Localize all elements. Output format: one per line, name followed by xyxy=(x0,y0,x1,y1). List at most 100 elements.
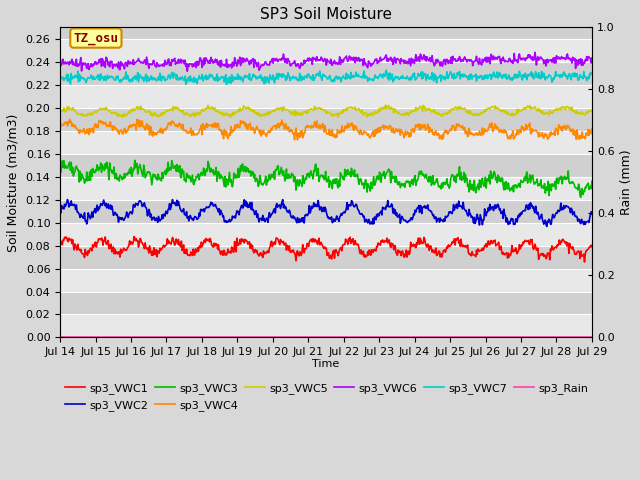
sp3_VWC4 xyxy=(588,126,596,132)
sp3_VWC7 xyxy=(66,76,74,82)
Bar xyxy=(60,291,592,314)
sp3_VWC1 xyxy=(66,237,74,243)
sp3_VWC2 xyxy=(407,215,415,221)
Bar xyxy=(60,39,592,62)
sp3_VWC4 xyxy=(392,126,400,132)
sp3_VWC5 xyxy=(56,110,64,116)
sp3_VWC5 xyxy=(392,108,400,114)
sp3_VWC3 xyxy=(175,169,183,175)
sp3_Rain xyxy=(175,335,182,340)
sp3_VWC1 xyxy=(175,242,183,248)
sp3_Rain xyxy=(56,335,64,340)
sp3_VWC7 xyxy=(223,82,230,87)
sp3_VWC3 xyxy=(577,194,584,200)
sp3_Rain xyxy=(390,335,398,340)
Bar xyxy=(60,108,592,131)
Line: sp3_VWC4: sp3_VWC4 xyxy=(60,120,592,140)
Line: sp3_VWC1: sp3_VWC1 xyxy=(60,237,592,262)
sp3_VWC6 xyxy=(56,64,64,70)
sp3_VWC4 xyxy=(175,120,183,126)
sp3_VWC4 xyxy=(408,127,415,132)
sp3_VWC7 xyxy=(392,74,400,80)
sp3_VWC6 xyxy=(407,63,415,69)
sp3_VWC5 xyxy=(175,106,182,111)
Y-axis label: Soil Moisture (m3/m3): Soil Moisture (m3/m3) xyxy=(7,113,20,252)
sp3_VWC6 xyxy=(391,56,399,62)
sp3_VWC3 xyxy=(120,171,128,177)
sp3_VWC7 xyxy=(203,77,211,83)
Bar xyxy=(60,62,592,84)
sp3_VWC4 xyxy=(67,120,74,125)
sp3_VWC2 xyxy=(175,202,183,207)
sp3_VWC6 xyxy=(66,59,74,64)
sp3_VWC4 xyxy=(122,127,129,133)
sp3_VWC1 xyxy=(580,259,588,265)
Line: sp3_VWC2: sp3_VWC2 xyxy=(60,200,592,227)
sp3_VWC1 xyxy=(204,237,211,243)
sp3_VWC2 xyxy=(63,197,71,203)
sp3_VWC3 xyxy=(204,168,211,174)
sp3_VWC2 xyxy=(67,203,74,208)
Bar xyxy=(60,84,592,108)
Bar xyxy=(60,0,592,16)
sp3_VWC6 xyxy=(204,58,211,64)
sp3_VWC1 xyxy=(407,240,415,245)
sp3_VWC1 xyxy=(56,243,64,249)
Bar xyxy=(60,246,592,268)
sp3_Rain xyxy=(588,335,596,340)
Legend: sp3_VWC1, sp3_VWC2, sp3_VWC3, sp3_VWC4, sp3_VWC5, sp3_VWC6, sp3_VWC7, sp3_Rain: sp3_VWC1, sp3_VWC2, sp3_VWC3, sp3_VWC4, … xyxy=(60,379,593,415)
sp3_VWC5 xyxy=(227,115,234,120)
sp3_VWC2 xyxy=(543,224,550,229)
sp3_Rain xyxy=(66,335,74,340)
Line: sp3_VWC7: sp3_VWC7 xyxy=(60,70,592,84)
Bar xyxy=(60,200,592,223)
sp3_VWC4 xyxy=(294,137,301,143)
Text: TZ_osu: TZ_osu xyxy=(74,32,118,45)
sp3_VWC5 xyxy=(381,102,389,108)
sp3_VWC2 xyxy=(391,207,399,213)
sp3_VWC7 xyxy=(383,67,390,73)
Bar xyxy=(60,131,592,154)
sp3_VWC4 xyxy=(204,124,211,130)
sp3_VWC1 xyxy=(588,244,596,250)
Bar xyxy=(60,177,592,200)
sp3_VWC3 xyxy=(407,179,415,184)
sp3_VWC3 xyxy=(131,157,139,163)
sp3_VWC5 xyxy=(120,111,128,117)
sp3_VWC7 xyxy=(175,75,182,81)
Title: SP3 Soil Moisture: SP3 Soil Moisture xyxy=(260,7,392,22)
Bar xyxy=(60,268,592,291)
sp3_VWC2 xyxy=(204,204,211,210)
Line: sp3_VWC5: sp3_VWC5 xyxy=(60,105,592,118)
X-axis label: Time: Time xyxy=(312,359,340,369)
sp3_VWC5 xyxy=(408,110,415,116)
sp3_Rain xyxy=(406,335,414,340)
sp3_VWC6 xyxy=(184,68,191,74)
Bar xyxy=(60,314,592,337)
sp3_VWC7 xyxy=(588,71,596,76)
sp3_VWC4 xyxy=(56,120,64,126)
sp3_VWC7 xyxy=(120,76,128,82)
sp3_VWC6 xyxy=(175,57,182,62)
sp3_Rain xyxy=(120,335,128,340)
sp3_VWC1 xyxy=(391,242,399,248)
sp3_Rain xyxy=(203,335,211,340)
sp3_VWC5 xyxy=(203,105,211,111)
sp3_VWC1 xyxy=(120,247,128,253)
sp3_VWC4 xyxy=(66,117,74,122)
sp3_VWC7 xyxy=(408,77,415,83)
Line: sp3_VWC6: sp3_VWC6 xyxy=(60,52,592,71)
sp3_VWC6 xyxy=(120,66,128,72)
sp3_VWC1 xyxy=(130,234,138,240)
sp3_VWC2 xyxy=(122,215,129,220)
sp3_VWC2 xyxy=(56,208,64,214)
sp3_VWC3 xyxy=(56,168,64,174)
sp3_VWC7 xyxy=(56,79,64,85)
sp3_VWC3 xyxy=(588,179,596,184)
sp3_VWC5 xyxy=(588,107,596,113)
sp3_VWC5 xyxy=(66,106,74,111)
Bar xyxy=(60,16,592,39)
Line: sp3_VWC3: sp3_VWC3 xyxy=(60,160,592,197)
sp3_VWC6 xyxy=(531,49,539,55)
Bar xyxy=(60,154,592,177)
